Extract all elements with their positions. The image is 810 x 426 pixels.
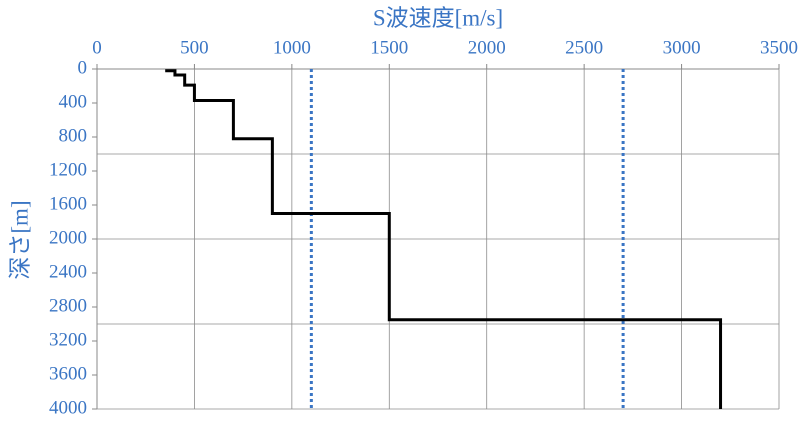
x-tick-label: 1500: [370, 37, 408, 58]
y-tick-label: 800: [59, 125, 88, 146]
y-tick-label: 3200: [49, 329, 87, 350]
x-tick-label: 3000: [663, 37, 701, 58]
y-tick-label: 3600: [49, 363, 87, 384]
y-tick-label: 2800: [49, 295, 87, 316]
y-tick-label: 0: [78, 57, 88, 78]
x-tick-label: 500: [180, 37, 209, 58]
y-tick-label: 1600: [49, 193, 87, 214]
y-tick-label: 400: [59, 91, 88, 112]
chart-title: S波速度[m/s]: [373, 5, 503, 30]
x-tick-label: 0: [92, 37, 102, 58]
x-tick-label: 3500: [760, 37, 798, 58]
y-axis-label: 深さ[m]: [7, 200, 32, 279]
x-tick-label: 2500: [565, 37, 603, 58]
y-tick-label: 2400: [49, 261, 87, 282]
x-tick-label: 2000: [468, 37, 506, 58]
y-tick-label: 4000: [49, 397, 87, 418]
x-tick-label: 1000: [273, 37, 311, 58]
y-tick-label: 2000: [49, 227, 87, 248]
y-tick-label: 1200: [49, 159, 87, 180]
data-line: [165, 69, 723, 409]
